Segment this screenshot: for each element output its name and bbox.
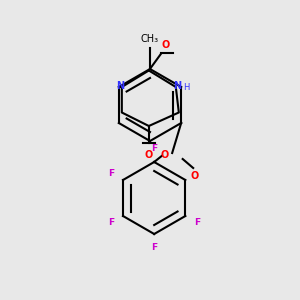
Text: F: F (151, 243, 157, 252)
Text: O: O (160, 149, 169, 160)
Text: CH₃: CH₃ (141, 34, 159, 44)
Text: F: F (194, 218, 200, 227)
Text: N: N (116, 80, 124, 91)
Text: O: O (190, 171, 199, 181)
Text: O: O (145, 150, 153, 160)
Text: O: O (161, 40, 170, 50)
Text: F: F (108, 169, 114, 178)
Text: F: F (108, 218, 114, 227)
Text: H: H (183, 82, 190, 91)
Text: N: N (173, 80, 181, 91)
Text: F: F (151, 144, 157, 153)
